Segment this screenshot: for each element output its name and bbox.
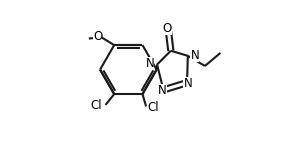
- Text: N: N: [158, 84, 167, 97]
- Text: N: N: [190, 49, 199, 62]
- Text: O: O: [162, 22, 172, 35]
- Text: Cl: Cl: [91, 99, 102, 112]
- Text: N: N: [146, 57, 155, 70]
- Text: O: O: [93, 30, 102, 43]
- Text: N: N: [183, 77, 192, 90]
- Text: Cl: Cl: [148, 101, 159, 114]
